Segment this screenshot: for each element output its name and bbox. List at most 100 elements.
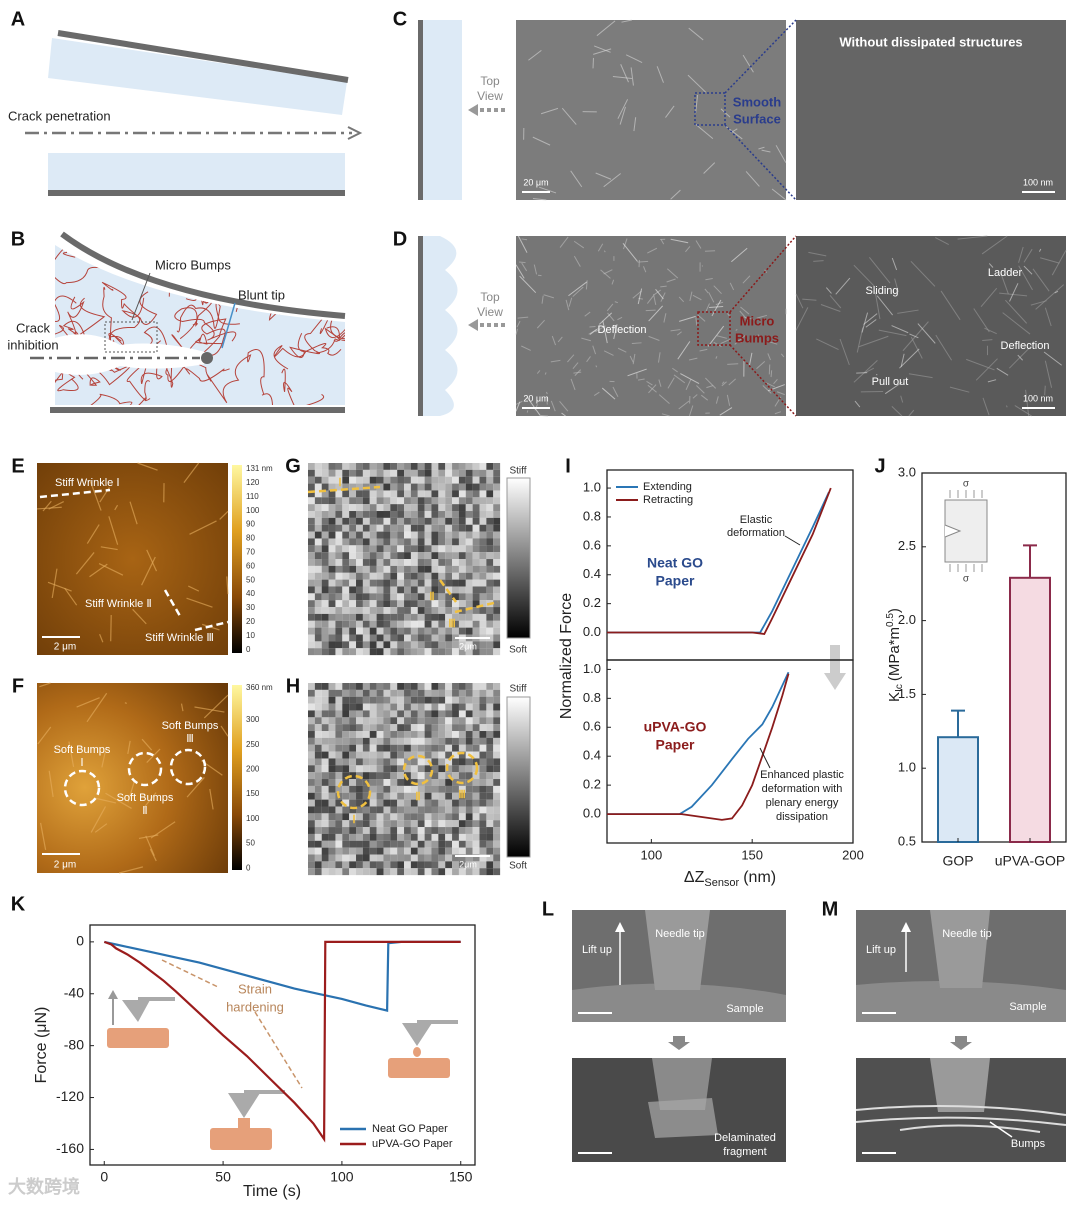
pixel (397, 751, 405, 759)
pixel (445, 620, 453, 628)
pixel (445, 607, 453, 614)
pixel (404, 854, 411, 862)
pixel (410, 607, 418, 614)
pixel (404, 799, 411, 807)
pixel (452, 490, 459, 498)
pixel (376, 683, 384, 690)
pixel (356, 504, 363, 512)
pixel (486, 724, 494, 732)
pixel (493, 538, 501, 546)
y-label-sub: Ic (894, 684, 905, 692)
pixel (445, 634, 453, 642)
fiber (174, 307, 237, 342)
pixel (308, 490, 315, 498)
pixel (335, 572, 343, 580)
pixel (417, 517, 425, 525)
pixel (465, 463, 473, 470)
pixel (438, 641, 446, 649)
pixel (362, 820, 370, 828)
x-tick-label: 150 (449, 1169, 473, 1185)
pixel (390, 476, 398, 484)
panel-letter: B (11, 228, 25, 250)
colorbar (506, 696, 531, 858)
pixel (452, 593, 459, 601)
pixel (369, 593, 377, 601)
pixel (321, 689, 329, 697)
pixel (404, 627, 411, 635)
pixel (452, 476, 459, 484)
pixel (458, 586, 466, 594)
pixel (486, 524, 494, 532)
y-tick-label: 2.5 (898, 538, 916, 553)
pixel (397, 792, 405, 800)
pixel (404, 861, 411, 869)
pixel (362, 641, 370, 649)
pixel (486, 607, 494, 614)
y-tick-label: 0.4 (583, 748, 601, 763)
pixel (390, 772, 398, 780)
pixel (376, 758, 384, 766)
pixel (328, 565, 336, 573)
pixel (486, 779, 494, 786)
pixel (445, 847, 453, 855)
pixel (404, 765, 411, 773)
zoom-line (724, 19, 797, 94)
pixel (404, 641, 411, 649)
pixel (472, 710, 480, 718)
pixel (308, 476, 315, 484)
pixel (349, 833, 357, 841)
pixel (410, 854, 418, 862)
pixel (308, 779, 315, 786)
pixel (356, 511, 363, 518)
pixel (458, 620, 466, 628)
texture (756, 314, 768, 319)
texture (705, 303, 710, 312)
y-tick-label: 1.5 (898, 686, 916, 701)
pixel (486, 717, 494, 725)
pixel (472, 751, 480, 759)
pixel (493, 724, 501, 732)
pixel (335, 703, 343, 711)
pixel (452, 552, 459, 560)
pixel (417, 490, 425, 498)
texture (188, 585, 200, 592)
pixel (479, 490, 487, 498)
pixel (410, 552, 418, 560)
pixel (369, 552, 377, 560)
pixel (376, 524, 384, 532)
texture (721, 381, 727, 387)
pixel (390, 792, 398, 800)
texture (1044, 360, 1053, 388)
pixel (383, 737, 391, 745)
texture (996, 367, 1009, 376)
pixel (486, 620, 494, 628)
label: 20 (246, 617, 255, 626)
pixel (417, 552, 425, 560)
y-tick-label: 0.5 (898, 833, 916, 848)
pixel (438, 613, 446, 621)
pixel (321, 517, 329, 525)
y-tick-label: 1.0 (583, 661, 601, 676)
texture (762, 385, 772, 394)
pixel (349, 758, 357, 766)
pixel (349, 469, 357, 477)
texture (532, 198, 547, 201)
pixel (486, 813, 494, 821)
pixel (369, 772, 377, 780)
pixel (328, 696, 336, 704)
label: 2 μm (54, 860, 76, 871)
pixel (445, 511, 453, 518)
pixel (397, 696, 405, 704)
pixel (335, 545, 343, 553)
pixel (458, 751, 466, 759)
pixel (486, 613, 494, 621)
pixel (410, 724, 418, 732)
pixel (417, 683, 425, 690)
pixel (438, 620, 446, 628)
pixel (390, 627, 398, 635)
pixel (390, 717, 398, 725)
pixel (479, 861, 487, 869)
label: Crack penetration (8, 108, 111, 123)
texture (715, 396, 719, 404)
pixel (349, 731, 357, 738)
